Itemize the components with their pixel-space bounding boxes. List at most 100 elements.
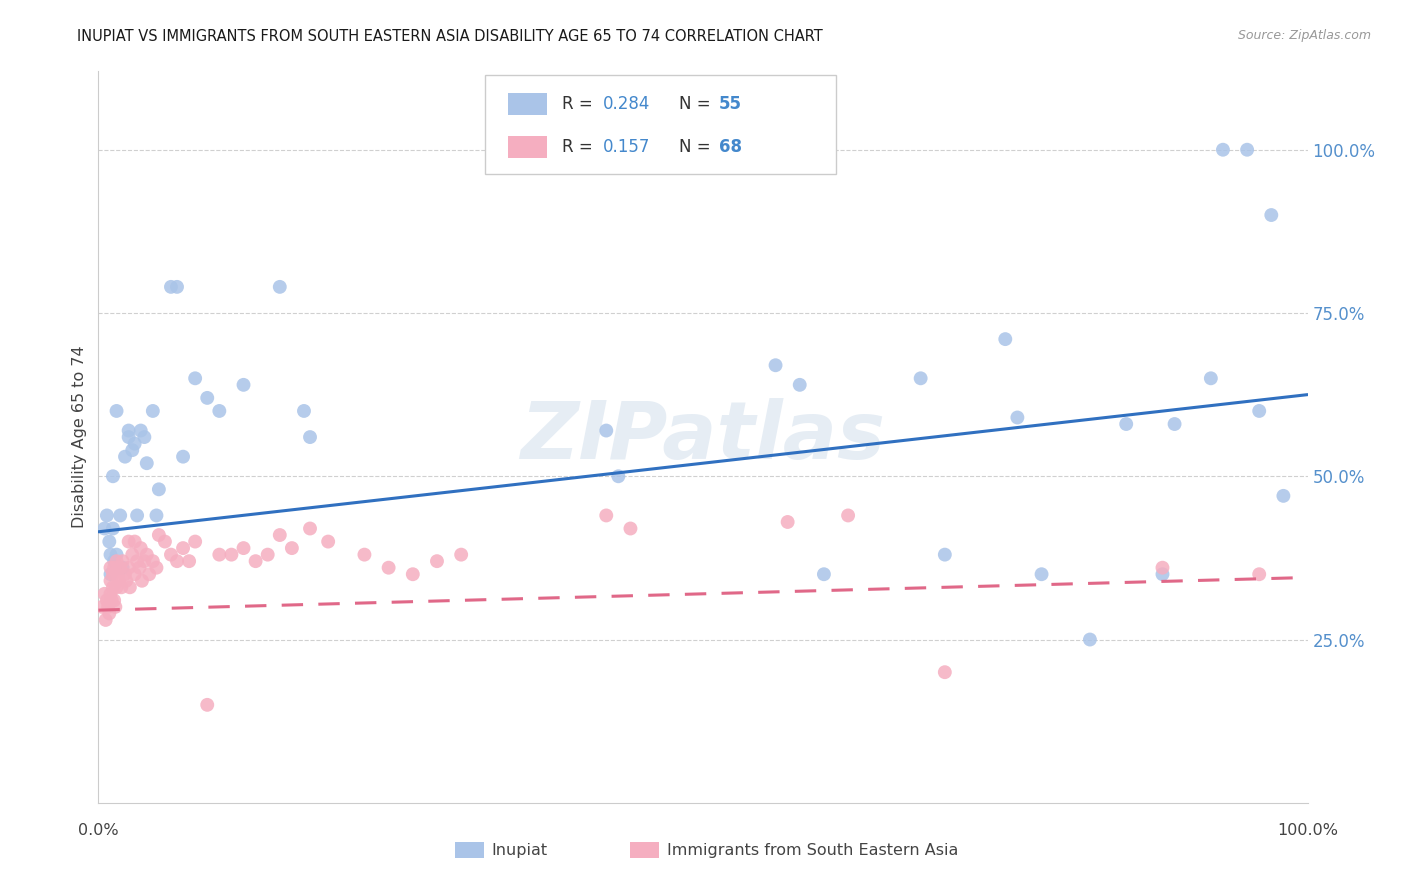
Point [96, 593, 118, 607]
Point [124, 534, 146, 549]
Point [172, 450, 194, 464]
Point [111, 554, 134, 568]
Point [148, 528, 170, 542]
Point [837, 508, 859, 523]
Point [184, 371, 207, 385]
Point [142, 554, 165, 568]
Point [172, 541, 194, 555]
FancyBboxPatch shape [485, 75, 837, 174]
Text: N =: N = [679, 138, 716, 156]
Point [127, 554, 149, 568]
Text: 55: 55 [718, 95, 742, 113]
Point [1152, 560, 1174, 574]
Point [96, 508, 118, 523]
Point [765, 358, 787, 372]
Point [426, 554, 449, 568]
Point [142, 404, 165, 418]
Point [1249, 404, 1271, 418]
Text: 0.157: 0.157 [603, 138, 650, 156]
Point [934, 665, 956, 680]
Point [118, 430, 141, 444]
Point [93, 521, 115, 535]
Point [115, 574, 138, 588]
Point [1260, 208, 1282, 222]
Text: Source: ZipAtlas.com: Source: ZipAtlas.com [1237, 29, 1371, 42]
Text: 0.0%: 0.0% [79, 823, 118, 838]
Y-axis label: Disability Age 65 to 74: Disability Age 65 to 74 [72, 346, 87, 528]
Point [118, 560, 141, 574]
Text: 100.0%: 100.0% [1277, 823, 1339, 838]
Point [232, 377, 254, 392]
Point [269, 528, 291, 542]
Point [595, 508, 617, 523]
Point [101, 580, 124, 594]
Point [129, 541, 152, 555]
Point [1152, 567, 1174, 582]
Text: 0.284: 0.284 [603, 95, 650, 113]
Point [1249, 567, 1271, 582]
Point [195, 391, 218, 405]
Point [107, 560, 129, 574]
Point [619, 521, 641, 535]
Point [160, 548, 183, 562]
Point [208, 548, 231, 562]
Point [100, 560, 122, 574]
Point [1272, 489, 1295, 503]
Point [232, 541, 254, 555]
Point [118, 424, 141, 438]
Point [101, 469, 124, 483]
Point [269, 280, 291, 294]
Point [299, 521, 322, 535]
Text: N =: N = [679, 95, 716, 113]
Point [1163, 417, 1185, 431]
Point [1115, 417, 1137, 431]
Point [353, 548, 375, 562]
Point [292, 404, 315, 418]
Point [108, 508, 131, 523]
Point [103, 554, 125, 568]
Point [813, 567, 835, 582]
Point [93, 587, 115, 601]
Point [110, 580, 132, 594]
Point [160, 280, 183, 294]
Point [97, 599, 120, 614]
Point [145, 508, 167, 523]
Point [450, 548, 472, 562]
Point [103, 593, 125, 607]
Text: R =: R = [561, 95, 598, 113]
Point [153, 534, 176, 549]
Bar [509, 94, 547, 115]
Point [1007, 410, 1029, 425]
Point [138, 567, 160, 582]
Point [607, 469, 630, 483]
Point [184, 534, 207, 549]
Point [103, 560, 125, 574]
Point [108, 574, 131, 588]
Point [166, 554, 188, 568]
Point [114, 450, 136, 464]
Point [121, 443, 143, 458]
Point [127, 508, 149, 523]
Point [121, 548, 143, 562]
Point [98, 534, 121, 549]
Text: ZIPatlas: ZIPatlas [520, 398, 886, 476]
Text: Immigrants from South Eastern Asia: Immigrants from South Eastern Asia [666, 843, 957, 858]
Point [100, 587, 122, 601]
Point [100, 593, 122, 607]
Point [377, 560, 399, 574]
Point [256, 548, 278, 562]
Point [994, 332, 1017, 346]
Point [179, 554, 201, 568]
Point [100, 574, 122, 588]
Point [128, 560, 150, 574]
Point [934, 548, 956, 562]
Bar [509, 136, 547, 158]
Point [208, 404, 231, 418]
Point [776, 515, 799, 529]
Point [1031, 567, 1053, 582]
Point [108, 560, 131, 574]
Point [107, 567, 129, 582]
Point [105, 554, 128, 568]
Point [101, 521, 124, 535]
Point [94, 613, 117, 627]
